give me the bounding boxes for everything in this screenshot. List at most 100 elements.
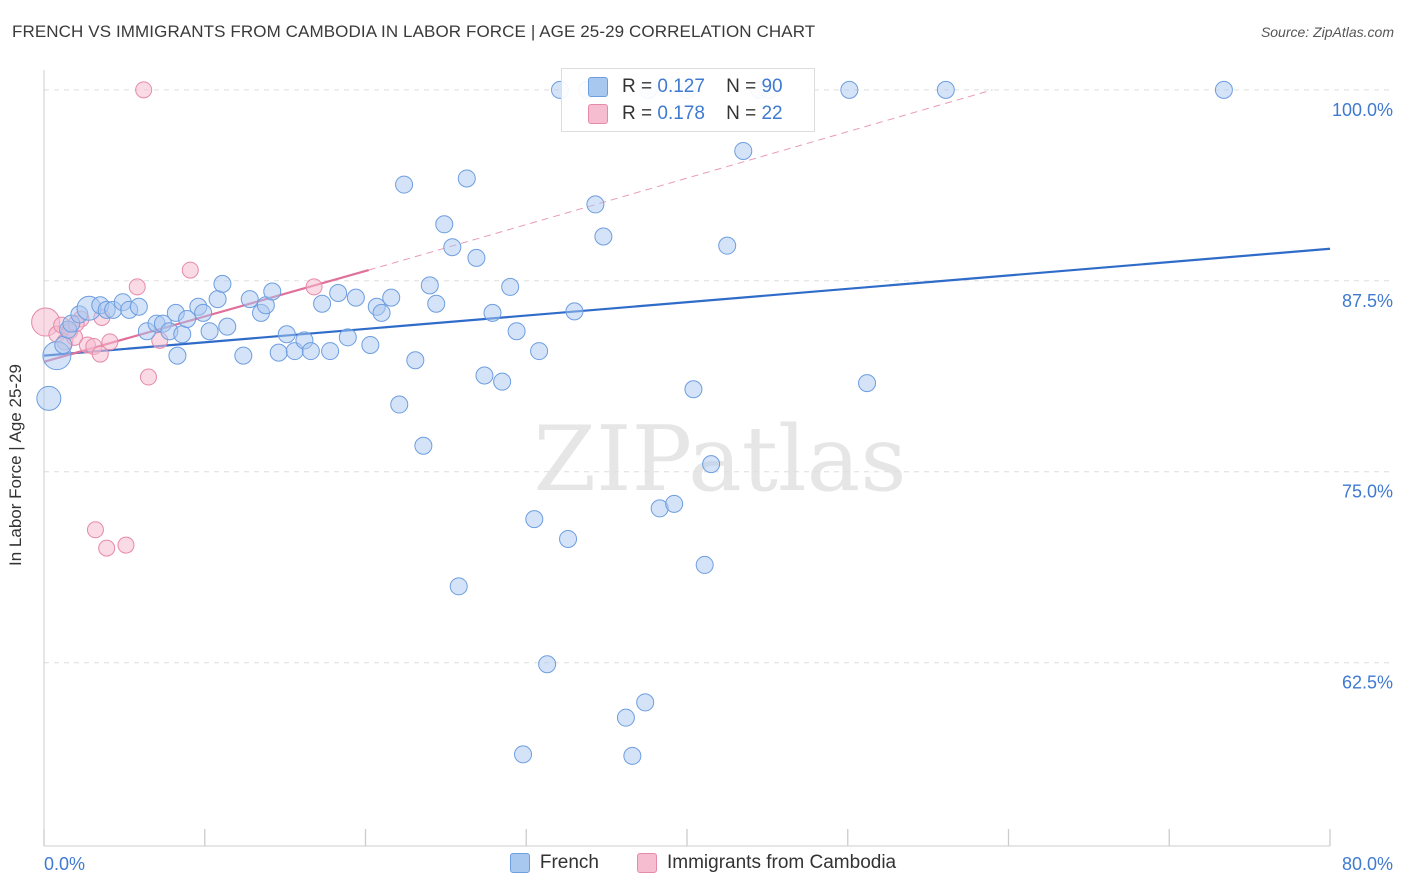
- french-point: [936, 80, 955, 99]
- french-point: [213, 274, 232, 293]
- french-point: [129, 297, 148, 316]
- french-point: [208, 290, 227, 309]
- french-point: [277, 325, 296, 344]
- french-point: [168, 346, 187, 365]
- y-tick-label: 87.5%: [1342, 291, 1393, 311]
- y-axis-label: In Labor Force | Age 25-29: [6, 364, 25, 566]
- french-point: [840, 80, 859, 99]
- french-point: [200, 322, 219, 341]
- french-r-label: R =: [622, 76, 653, 97]
- cambodia-point: [305, 278, 323, 296]
- french-point: [483, 303, 502, 322]
- french-swatch: [588, 77, 608, 97]
- french-point: [858, 374, 877, 393]
- legend-french-label: French: [539, 852, 599, 873]
- french-point: [382, 288, 401, 307]
- french-n-value: 90: [761, 76, 783, 97]
- cambodia-r-value: 0.178: [657, 103, 705, 124]
- french-point: [525, 510, 544, 529]
- french-trend-line: [43, 247, 1331, 357]
- cambodia-point: [98, 539, 116, 557]
- french-point: [269, 343, 288, 362]
- french-point: [321, 342, 340, 361]
- french-point: [218, 317, 237, 336]
- french-point: [623, 746, 642, 765]
- french-point: [178, 309, 197, 328]
- french-point: [586, 195, 605, 214]
- french-point: [718, 236, 737, 255]
- french-point: [240, 290, 259, 309]
- french-point: [636, 693, 655, 712]
- french-point: [301, 342, 320, 361]
- x-tick-label: 80.0%: [1342, 854, 1393, 874]
- french-point: [530, 342, 549, 361]
- french-point: [594, 227, 613, 246]
- french-point: [372, 303, 391, 322]
- cambodia-point: [135, 81, 153, 99]
- source-label: Source: ZipAtlas.com: [1260, 24, 1394, 40]
- cambodia-point: [101, 333, 119, 351]
- french-point: [420, 276, 439, 295]
- legend-item-french[interactable]: French: [509, 852, 599, 874]
- french-point: [695, 555, 714, 574]
- french-point: [684, 380, 703, 399]
- french-point: [390, 395, 409, 414]
- french-point: [467, 248, 486, 267]
- french-point: [313, 294, 332, 313]
- y-tick-label: 100.0%: [1332, 100, 1393, 120]
- french-point: [457, 169, 476, 188]
- chart-title: FRENCH VS IMMIGRANTS FROM CAMBODIA IN LA…: [12, 22, 816, 41]
- cambodia-n-label: N =: [726, 103, 757, 124]
- french-point: [263, 282, 282, 301]
- cambodia-swatch: [588, 104, 608, 124]
- grid-lines: [44, 89, 1394, 664]
- cambodia-r-label: R =: [622, 103, 653, 124]
- cambodia-point: [86, 521, 104, 539]
- french-point: [501, 277, 520, 296]
- french-point: [702, 455, 721, 474]
- french-point: [565, 302, 584, 321]
- french-point: [194, 303, 213, 322]
- french-point: [559, 529, 578, 548]
- cambodia-point: [139, 368, 157, 386]
- cambodia-n-value: 22: [761, 103, 783, 124]
- french-point: [361, 335, 380, 354]
- cambodia-point: [117, 536, 135, 554]
- french-point: [449, 577, 468, 596]
- french-point: [1214, 80, 1233, 99]
- tick-labels: 62.5% 75.0% 87.5% 100.0% 0.0% 80.0%: [44, 100, 1393, 874]
- french-point: [54, 335, 73, 354]
- french-point: [443, 238, 462, 257]
- french-point: [234, 346, 253, 365]
- french-point: [173, 325, 192, 344]
- french-point: [616, 708, 635, 727]
- cambodia-trend-extension: [368, 89, 993, 271]
- french-point: [475, 366, 494, 385]
- french-point: [346, 288, 365, 307]
- french-point: [435, 215, 454, 234]
- french-point: [665, 494, 684, 513]
- bottom-legend: French Immigrants from Cambodia: [0, 852, 1406, 874]
- cambodia-point: [91, 345, 109, 363]
- legend-cambodia-swatch: [637, 853, 657, 873]
- french-point: [329, 284, 348, 303]
- french-point: [493, 372, 512, 391]
- french-point: [395, 175, 414, 194]
- y-tick-label: 62.5%: [1342, 673, 1393, 693]
- x-tick-label: 0.0%: [44, 854, 85, 874]
- legend-cambodia-label: Immigrants from Cambodia: [667, 852, 897, 873]
- french-point: [427, 294, 446, 313]
- french-point: [538, 655, 557, 674]
- legend-item-cambodia[interactable]: Immigrants from Cambodia: [637, 852, 896, 874]
- french-r-value: 0.127: [657, 76, 705, 97]
- french-point: [36, 385, 62, 411]
- watermark: ZIPatlas: [533, 407, 906, 512]
- legend-french-swatch: [509, 853, 530, 873]
- cambodia-point: [181, 261, 199, 279]
- french-point: [514, 745, 533, 764]
- axes: [43, 70, 1331, 847]
- french-n-label: N =: [726, 76, 757, 97]
- y-tick-label: 75.0%: [1342, 482, 1393, 502]
- stats-legend: R = 0.127 N = 90 R = 0.178 N = 22: [561, 68, 815, 132]
